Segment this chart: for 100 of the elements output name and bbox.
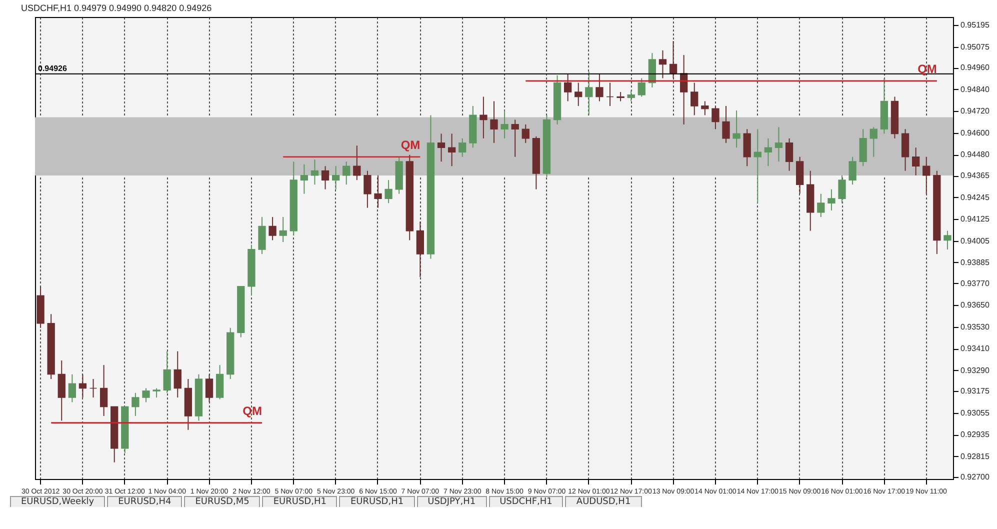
candlestick <box>332 166 340 190</box>
candlestick <box>564 73 572 102</box>
candlestick <box>216 364 224 400</box>
candlestick <box>585 71 593 116</box>
y-tick-label: 0.93770 <box>960 278 990 288</box>
y-tick-label: 0.94600 <box>960 128 990 138</box>
candlestick <box>859 128 867 167</box>
candlestick <box>838 174 846 204</box>
candlestick <box>722 105 730 144</box>
candlestick <box>437 133 446 162</box>
candlestick <box>384 180 392 204</box>
candlestick <box>511 119 519 158</box>
candlestick <box>522 124 530 144</box>
candlestick <box>205 374 214 403</box>
candlestick <box>300 164 308 194</box>
text: USDJPY,H1 <box>416 496 487 507</box>
candlestick <box>342 161 350 186</box>
candlestick <box>912 147 920 176</box>
candlestick <box>901 128 910 172</box>
candlestick <box>690 82 698 116</box>
ref-line-label: 0.94926 <box>38 64 68 73</box>
y-tick-label: 0.94125 <box>960 214 990 224</box>
y-tick-label: 0.93650 <box>960 300 990 310</box>
y-tick-label: 0.94720 <box>960 106 990 116</box>
candlestick <box>648 52 656 88</box>
y-tick-label: 0.95195 <box>960 20 990 30</box>
candlestick <box>817 193 825 218</box>
text: EURUSD,Weekly <box>10 496 106 507</box>
candlestick <box>596 73 604 102</box>
candlestick <box>796 156 804 194</box>
candlestick <box>606 82 614 106</box>
text: EURUSD,H4 <box>107 496 182 507</box>
candlestick <box>321 166 330 190</box>
candlestick <box>89 378 98 398</box>
candlestick <box>58 360 66 422</box>
chart-title: USDCHF,H1 0.94979 0.94990 0.94820 0.94926 <box>20 3 212 13</box>
y-tick-label: 0.93885 <box>960 258 990 267</box>
y-tick-label: 0.92700 <box>960 472 990 482</box>
candlestick <box>627 90 635 102</box>
candlestick <box>152 388 160 398</box>
candlestick <box>480 96 488 139</box>
candlestick <box>669 40 678 79</box>
candlestick <box>785 138 794 172</box>
candlestick <box>364 170 372 208</box>
candlestick <box>828 188 836 211</box>
text: EURUSD,H1 <box>339 496 415 507</box>
candlestick <box>701 100 709 116</box>
annotation: QM <box>400 138 420 152</box>
y-tick-label: 0.93530 <box>960 322 990 332</box>
candlestick <box>268 216 276 241</box>
y-tick-label: 0.93290 <box>960 366 990 375</box>
candlestick <box>416 221 424 278</box>
y-tick-label: 0.94245 <box>960 192 990 202</box>
candlestick <box>574 82 582 106</box>
text: AUDUSD,H1 <box>565 496 642 507</box>
candlestick <box>132 392 140 416</box>
candlestick <box>870 126 878 158</box>
candlestick <box>174 350 182 398</box>
candlestick <box>490 100 498 144</box>
candlestick <box>374 174 382 208</box>
text: USDCHF,H1 <box>488 496 564 507</box>
y-tick-label: 0.95075 <box>960 42 990 52</box>
candlestick <box>100 364 108 416</box>
y-tick-label: 0.93410 <box>960 344 990 354</box>
candlestick <box>774 126 783 162</box>
candlestick <box>754 128 762 204</box>
y-tick-label: 0.92815 <box>960 452 990 461</box>
candlestick <box>743 128 751 167</box>
candlestick <box>944 230 952 250</box>
candlestick <box>310 159 319 186</box>
candlestick <box>500 110 508 139</box>
candlestick <box>922 156 930 194</box>
candlestick <box>658 50 667 79</box>
candlestick <box>448 133 456 167</box>
candlestick <box>458 138 466 158</box>
text: EURUSD,H1 <box>262 496 338 507</box>
text: EURUSD,M5 <box>184 496 260 507</box>
candlestick <box>68 374 76 403</box>
candlestick <box>638 78 646 98</box>
annotation: QM <box>242 404 262 418</box>
candlestick <box>279 216 287 243</box>
annotation: QM <box>918 62 937 76</box>
candlestick <box>142 388 150 403</box>
candlestick <box>764 138 772 167</box>
y-tick-label: 0.94005 <box>960 236 990 246</box>
candlestick <box>712 105 720 130</box>
candlestick <box>78 374 87 398</box>
candlestick <box>616 92 624 102</box>
candlestick <box>848 156 856 186</box>
y-tick-label: 0.92935 <box>960 430 990 440</box>
y-tick-label: 0.94840 <box>960 84 990 94</box>
candlestick <box>353 145 361 181</box>
candlestick <box>732 110 740 148</box>
candlestick <box>258 216 266 254</box>
candlestick <box>163 350 171 394</box>
y-tick-label: 0.93055 <box>960 408 990 418</box>
y-tick-label: 0.94480 <box>960 150 990 160</box>
y-tick-label: 0.94960 <box>960 63 990 72</box>
y-tick-label: 0.94365 <box>960 171 990 180</box>
y-tick-label: 0.93175 <box>960 386 990 396</box>
